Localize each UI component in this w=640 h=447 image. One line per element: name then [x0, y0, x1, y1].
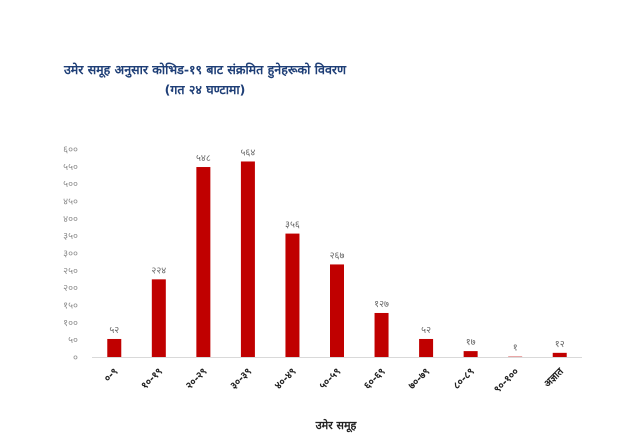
x-tick-label: ४०-४९	[273, 366, 298, 391]
bar	[285, 233, 300, 357]
y-tick-label: ४५०	[63, 197, 78, 208]
y-tick-label: ०	[73, 353, 78, 364]
bar	[196, 167, 211, 357]
data-label: १	[513, 343, 518, 354]
data-label: २२४	[151, 265, 166, 276]
data-label: ५२	[109, 325, 119, 336]
bar	[151, 279, 166, 357]
chart-subtitle: (गत २४ घण्टामा)	[165, 82, 246, 97]
bars	[107, 161, 567, 358]
bar	[107, 338, 122, 357]
data-label: ५२	[421, 325, 431, 336]
data-label: ५४८	[196, 153, 211, 164]
y-tick-label: ५०	[68, 335, 78, 346]
x-axis-title: उमेर समूह	[315, 418, 358, 433]
data-label: ३५६	[285, 220, 300, 231]
y-tick-label: ३००	[63, 249, 78, 260]
y-tick-label: ६००	[63, 145, 78, 156]
bar	[330, 264, 344, 357]
data-label: १७	[466, 337, 476, 348]
y-tick-label: ४००	[63, 214, 78, 225]
bar	[552, 352, 567, 357]
y-tick-label: ३५०	[63, 231, 78, 242]
chart-title: उमेर समूह अनुसार कोभिड-१९ बाट संक्रमित ह…	[63, 62, 347, 79]
y-axis: ० ५० १०० १५० २०० २५० ३०० ३५० ४०० ४५० ५०० ५५० ६००	[63, 145, 78, 364]
data-label: १२	[555, 339, 565, 350]
x-tick-label: १०-१९	[140, 366, 165, 391]
y-tick-label: १५०	[63, 301, 78, 312]
y-tick-label: १००	[63, 318, 78, 329]
x-tick-label: अज्ञात	[542, 365, 566, 389]
x-tick-label: ९०-१००	[492, 366, 521, 395]
data-label: २६७	[330, 250, 345, 261]
bar	[240, 161, 255, 357]
bar	[463, 351, 478, 357]
bar	[419, 338, 434, 357]
x-tick-label: ०-९	[102, 366, 120, 384]
x-tick-label: ३०-३९	[229, 366, 254, 391]
x-tick-label: २०-२९	[184, 366, 209, 391]
y-tick-label: २००	[63, 283, 78, 294]
x-tick-label: ५०-५९	[318, 366, 343, 391]
data-labels: ५२ २२४ ५४८ ५६४ ३५६ २६७ १२७ ५२ १७ १ १२	[109, 147, 564, 353]
bar	[508, 356, 523, 358]
x-axis: ०-९ १०-१९ २०-२९ ३०-३९ ४०-४९ ५०-५९ ६०-६९ ७०-७९ ८०…	[92, 357, 582, 395]
bar	[374, 312, 389, 357]
x-tick-label: ६०-६९	[362, 366, 387, 391]
y-tick-label: ५००	[63, 179, 78, 190]
data-label: १२७	[374, 299, 389, 310]
data-label: ५६४	[240, 147, 255, 158]
x-tick-label: ७०-७९	[407, 366, 432, 391]
y-tick-label: २५०	[63, 266, 78, 277]
x-tick-label: ८०-८९	[451, 366, 476, 391]
y-tick-label: ५५०	[63, 162, 78, 173]
